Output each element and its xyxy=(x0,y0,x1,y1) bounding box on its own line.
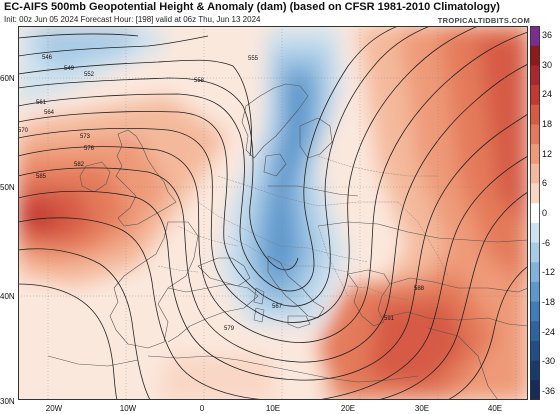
colorbar-swatch xyxy=(530,85,540,106)
contour-label-555: 555 xyxy=(248,56,259,62)
contour-label-567: 567 xyxy=(272,304,283,310)
height-anomaly-map: 546 549 552 555 558 561 564 567 570 573 … xyxy=(18,26,528,400)
colorbar-tick-label: -30 xyxy=(542,356,556,367)
colorbar-swatch xyxy=(530,104,540,125)
graticule xyxy=(18,26,528,400)
lat-label-30n: 30N xyxy=(0,397,15,406)
colorbar-swatch xyxy=(530,124,540,145)
map-frame xyxy=(18,26,528,400)
contour-label-558: 558 xyxy=(194,78,205,84)
colorbar-swatch xyxy=(530,183,540,204)
colorbar-swatch xyxy=(530,321,540,342)
colorbar-tick-label: -6 xyxy=(542,237,551,248)
contour-label-549: 549 xyxy=(64,66,75,72)
contour-label-576: 576 xyxy=(84,146,95,152)
anomaly-colorbar xyxy=(530,26,540,400)
colorbar-tick-label: -24 xyxy=(542,326,556,337)
colorbar-swatch xyxy=(530,222,540,244)
colorbar-swatch xyxy=(530,360,540,381)
contour-label-573: 573 xyxy=(80,134,91,140)
colorbar-tick-label: 24 xyxy=(542,89,553,100)
lon-label-0: 0 xyxy=(199,404,205,413)
contour-label-546: 546 xyxy=(42,55,53,61)
colorbar-tick-label: 36 xyxy=(542,30,553,40)
colorbar-swatch xyxy=(530,65,540,86)
lat-label-40n: 40N xyxy=(0,292,15,301)
colorbar-swatch xyxy=(530,203,540,224)
contour-label-585: 585 xyxy=(36,174,47,180)
colorbar-swatch xyxy=(530,242,540,263)
colorbar-swatch xyxy=(530,262,540,283)
lon-label-20e: 20E xyxy=(340,404,356,413)
border-lines xyxy=(157,155,449,301)
colorbar-frame xyxy=(530,26,540,400)
map-subtitle: Init: 00z Jun 05 2024 Forecast Hour: [19… xyxy=(4,15,261,24)
lat-label-50n: 50N xyxy=(0,183,15,192)
anomaly-shading xyxy=(18,26,528,400)
map-title: EC-AIFS 500mb Geopotential Height & Anom… xyxy=(4,1,500,13)
colorbar-swatch xyxy=(530,26,540,47)
coastlines xyxy=(47,83,528,400)
colorbar-swatch xyxy=(530,301,540,322)
colorbar-swatch xyxy=(530,281,540,303)
colorbar-swatch xyxy=(530,45,540,66)
colorbar-tick-label: 30 xyxy=(542,59,553,70)
contour-label-579: 579 xyxy=(224,326,235,332)
lon-label-20w: 20W xyxy=(45,404,63,413)
lon-label-10e: 10E xyxy=(265,404,281,413)
contour-label-591: 591 xyxy=(384,316,395,322)
contour-label-588: 588 xyxy=(414,286,425,292)
contour-label-582: 582 xyxy=(74,162,85,168)
colorbar-swatch xyxy=(530,380,540,400)
colorbar-tick-label: 0 xyxy=(542,208,548,218)
colorbar-swatch xyxy=(530,340,540,362)
contour-label-570: 570 xyxy=(18,128,29,134)
colorbar-tick-label: -18 xyxy=(542,297,556,307)
colorbar-tick-label: 18 xyxy=(542,119,553,129)
lon-label-30e: 30E xyxy=(414,404,430,413)
colorbar-tick-label: 6 xyxy=(542,178,548,189)
contour-labels: 546 549 552 555 558 561 564 567 570 573 … xyxy=(18,55,425,332)
lon-label-10w: 10W xyxy=(119,404,137,413)
contour-label-564: 564 xyxy=(44,110,55,116)
height-contours xyxy=(18,26,528,400)
lat-label-60n: 60N xyxy=(0,74,15,83)
watermark: TROPICALTIDBITS.COM xyxy=(437,16,530,25)
colorbar-tick-label: -12 xyxy=(542,267,556,278)
colorbar-tick-label: 12 xyxy=(542,148,553,159)
colorbar-tick-label: -36 xyxy=(542,386,556,396)
contour-label-552: 552 xyxy=(84,72,95,78)
colorbar-swatch xyxy=(530,144,540,165)
colorbar-swatch xyxy=(530,163,540,184)
lon-label-40e: 40E xyxy=(487,404,503,413)
contour-label-561: 561 xyxy=(36,100,47,106)
